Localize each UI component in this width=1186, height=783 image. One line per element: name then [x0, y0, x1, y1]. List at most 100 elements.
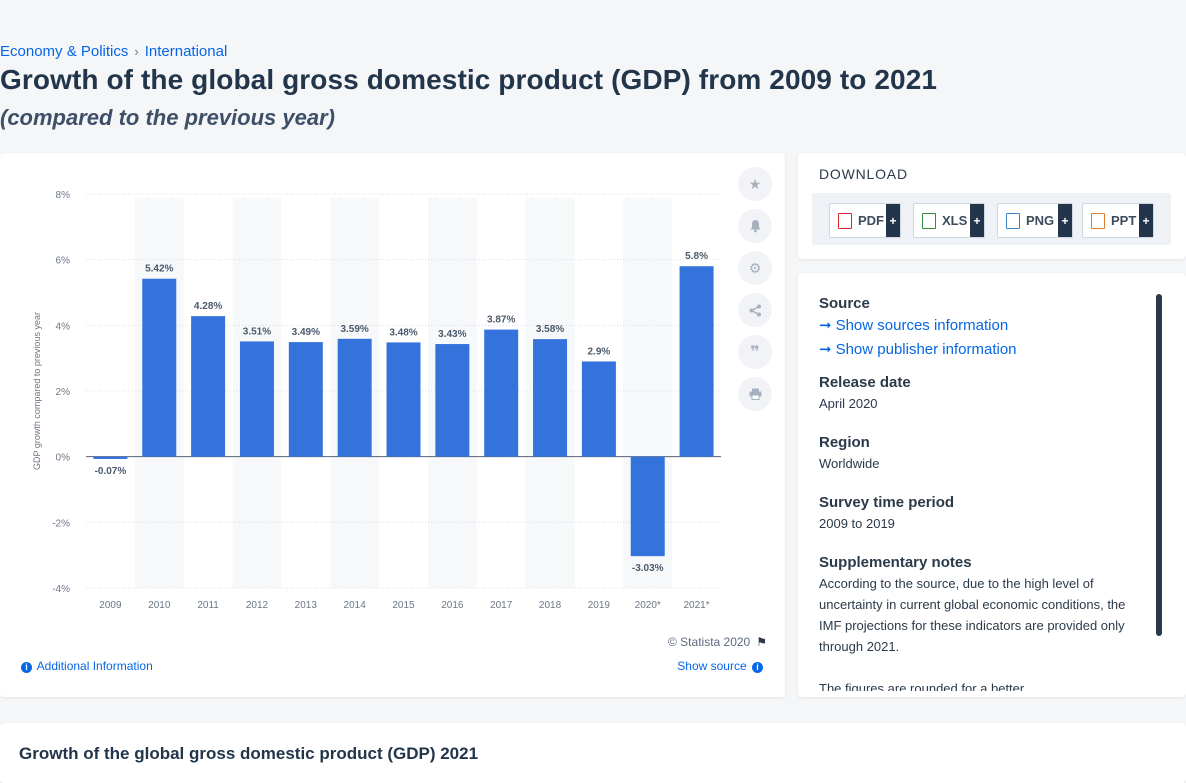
bar	[679, 266, 714, 457]
page-title: Growth of the global gross domestic prod…	[0, 64, 938, 95]
bar	[142, 278, 177, 457]
plus-icon: +	[970, 204, 984, 237]
download-title: DOWNLOAD	[819, 166, 908, 182]
download-pdf-label: PDF	[858, 213, 884, 228]
x-tick-label: 2017	[490, 600, 513, 611]
data-label: 5.8%	[685, 251, 708, 262]
data-label: 3.48%	[389, 327, 417, 338]
data-label: -0.07%	[95, 466, 127, 477]
bar	[581, 361, 616, 457]
png-file-icon	[1006, 212, 1020, 229]
statistic-details-card: Source ➞ Show sources information ➞ Show p…	[798, 273, 1186, 697]
arrow-right-icon: ➞	[819, 317, 832, 334]
supplementary-notes-heading: Supplementary notes	[819, 554, 972, 571]
arrow-right-icon: ➞	[819, 341, 832, 358]
survey-period-value: 2009 to 2019	[819, 516, 895, 531]
data-label: 5.42%	[145, 264, 173, 275]
flag-icon[interactable]: ⚑	[756, 635, 767, 649]
show-publisher-link[interactable]: ➞ Show publisher information	[819, 338, 1141, 362]
show-source-link[interactable]: Show source i	[677, 659, 765, 673]
related-statistic-card: Growth of the global gross domestic prod…	[0, 723, 1186, 783]
show-sources-label: Show sources information	[835, 317, 1009, 334]
settings-button[interactable]: ⚙	[738, 251, 772, 285]
region-value: Worldwide	[819, 456, 880, 471]
data-label: 3.51%	[243, 326, 271, 337]
pdf-file-icon	[838, 212, 852, 229]
info-icon: i	[752, 662, 763, 673]
x-tick-label: 2019	[588, 600, 611, 611]
download-pdf-button[interactable]: PDF +	[829, 203, 901, 238]
data-label: 4.28%	[194, 301, 222, 312]
data-label: -3.03%	[632, 563, 664, 574]
download-xls-label: XLS	[942, 213, 968, 228]
chevron-right-icon: ›	[134, 44, 139, 59]
copyright-text: © Statista 2020	[668, 635, 751, 649]
x-tick-label: 2011	[197, 600, 219, 611]
y-tick-label: 0%	[56, 453, 71, 464]
data-label: 3.43%	[438, 329, 466, 340]
data-label: 3.87%	[487, 315, 515, 326]
download-card: DOWNLOAD PDF + XLS + PNG + PPT +	[798, 153, 1186, 259]
cite-button[interactable]: ❞	[738, 335, 772, 369]
breadcrumb: Economy & Politics › International	[0, 43, 227, 60]
bell-icon	[750, 220, 760, 233]
bar	[93, 456, 128, 459]
download-buttons: PDF + XLS + PNG + PPT +	[812, 193, 1171, 245]
download-xls-button[interactable]: XLS +	[913, 203, 985, 238]
x-tick-label: 2013	[295, 600, 318, 611]
release-date-value: April 2020	[819, 396, 878, 411]
share-button[interactable]	[738, 293, 772, 327]
bar	[386, 342, 421, 457]
ppt-file-icon	[1091, 212, 1105, 229]
bar	[337, 338, 372, 457]
data-label: 3.49%	[292, 327, 320, 338]
show-sources-link[interactable]: ➞ Show sources information	[819, 314, 1141, 338]
related-statistic-title[interactable]: Growth of the global gross domestic prod…	[19, 744, 479, 763]
survey-period-heading: Survey time period	[819, 494, 955, 511]
share-icon	[749, 304, 761, 316]
download-ppt-label: PPT	[1111, 213, 1137, 228]
x-tick-label: 2015	[392, 600, 415, 611]
y-tick-label: 6%	[56, 256, 71, 267]
details-scrollbar[interactable]	[1156, 294, 1162, 636]
data-label: 2.9%	[587, 346, 610, 357]
show-source-label: Show source	[677, 659, 747, 673]
x-tick-label: 2016	[441, 600, 464, 611]
bar	[484, 329, 519, 457]
region-heading: Region	[819, 434, 870, 451]
x-tick-label: 2009	[99, 600, 122, 611]
breadcrumb-economy-politics[interactable]: Economy & Politics	[0, 43, 129, 60]
plus-icon: +	[1058, 204, 1072, 237]
details-scroll-area[interactable]: Source ➞ Show sources information ➞ Show p…	[819, 295, 1141, 691]
plus-icon: +	[1139, 204, 1153, 237]
breadcrumb-international[interactable]: International	[144, 43, 228, 60]
print-button[interactable]	[738, 377, 772, 411]
bar-chart: -4% -2% 0% 2% 4% 6% 8% GDP growth compared to p…	[32, 190, 721, 611]
x-tick-label: 2012	[246, 600, 269, 611]
additional-information-label: Additional Information	[36, 659, 153, 673]
gear-icon: ⚙	[748, 259, 762, 276]
download-ppt-button[interactable]: PPT +	[1082, 203, 1154, 238]
additional-information-link[interactable]: i Additional Information	[19, 659, 153, 673]
data-label: 3.58%	[536, 324, 564, 335]
supplementary-notes-more: The figures are rounded for a better	[819, 681, 1025, 691]
xls-file-icon	[922, 212, 936, 229]
favorite-button[interactable]: ★	[738, 167, 772, 201]
y-tick-label: 8%	[56, 190, 71, 201]
x-tick-label: 2018	[539, 600, 562, 611]
chart-toolbar: ★ ⚙ ❞	[738, 167, 772, 419]
plus-icon: +	[886, 204, 900, 237]
data-label: 3.59%	[340, 324, 368, 335]
print-icon	[749, 388, 761, 400]
bar	[191, 316, 226, 457]
quote-icon: ❞	[750, 344, 760, 361]
y-tick-label: -2%	[52, 518, 70, 529]
show-publisher-label: Show publisher information	[835, 341, 1017, 358]
bar	[435, 344, 470, 457]
download-png-button[interactable]: PNG +	[997, 203, 1073, 238]
bar	[288, 342, 323, 457]
chart-card: -4% -2% 0% 2% 4% 6% 8% GDP growth compared to p…	[0, 153, 785, 697]
notification-button[interactable]	[738, 209, 772, 243]
source-heading: Source	[819, 295, 870, 312]
copyright: © Statista 2020 ⚑	[668, 635, 767, 649]
